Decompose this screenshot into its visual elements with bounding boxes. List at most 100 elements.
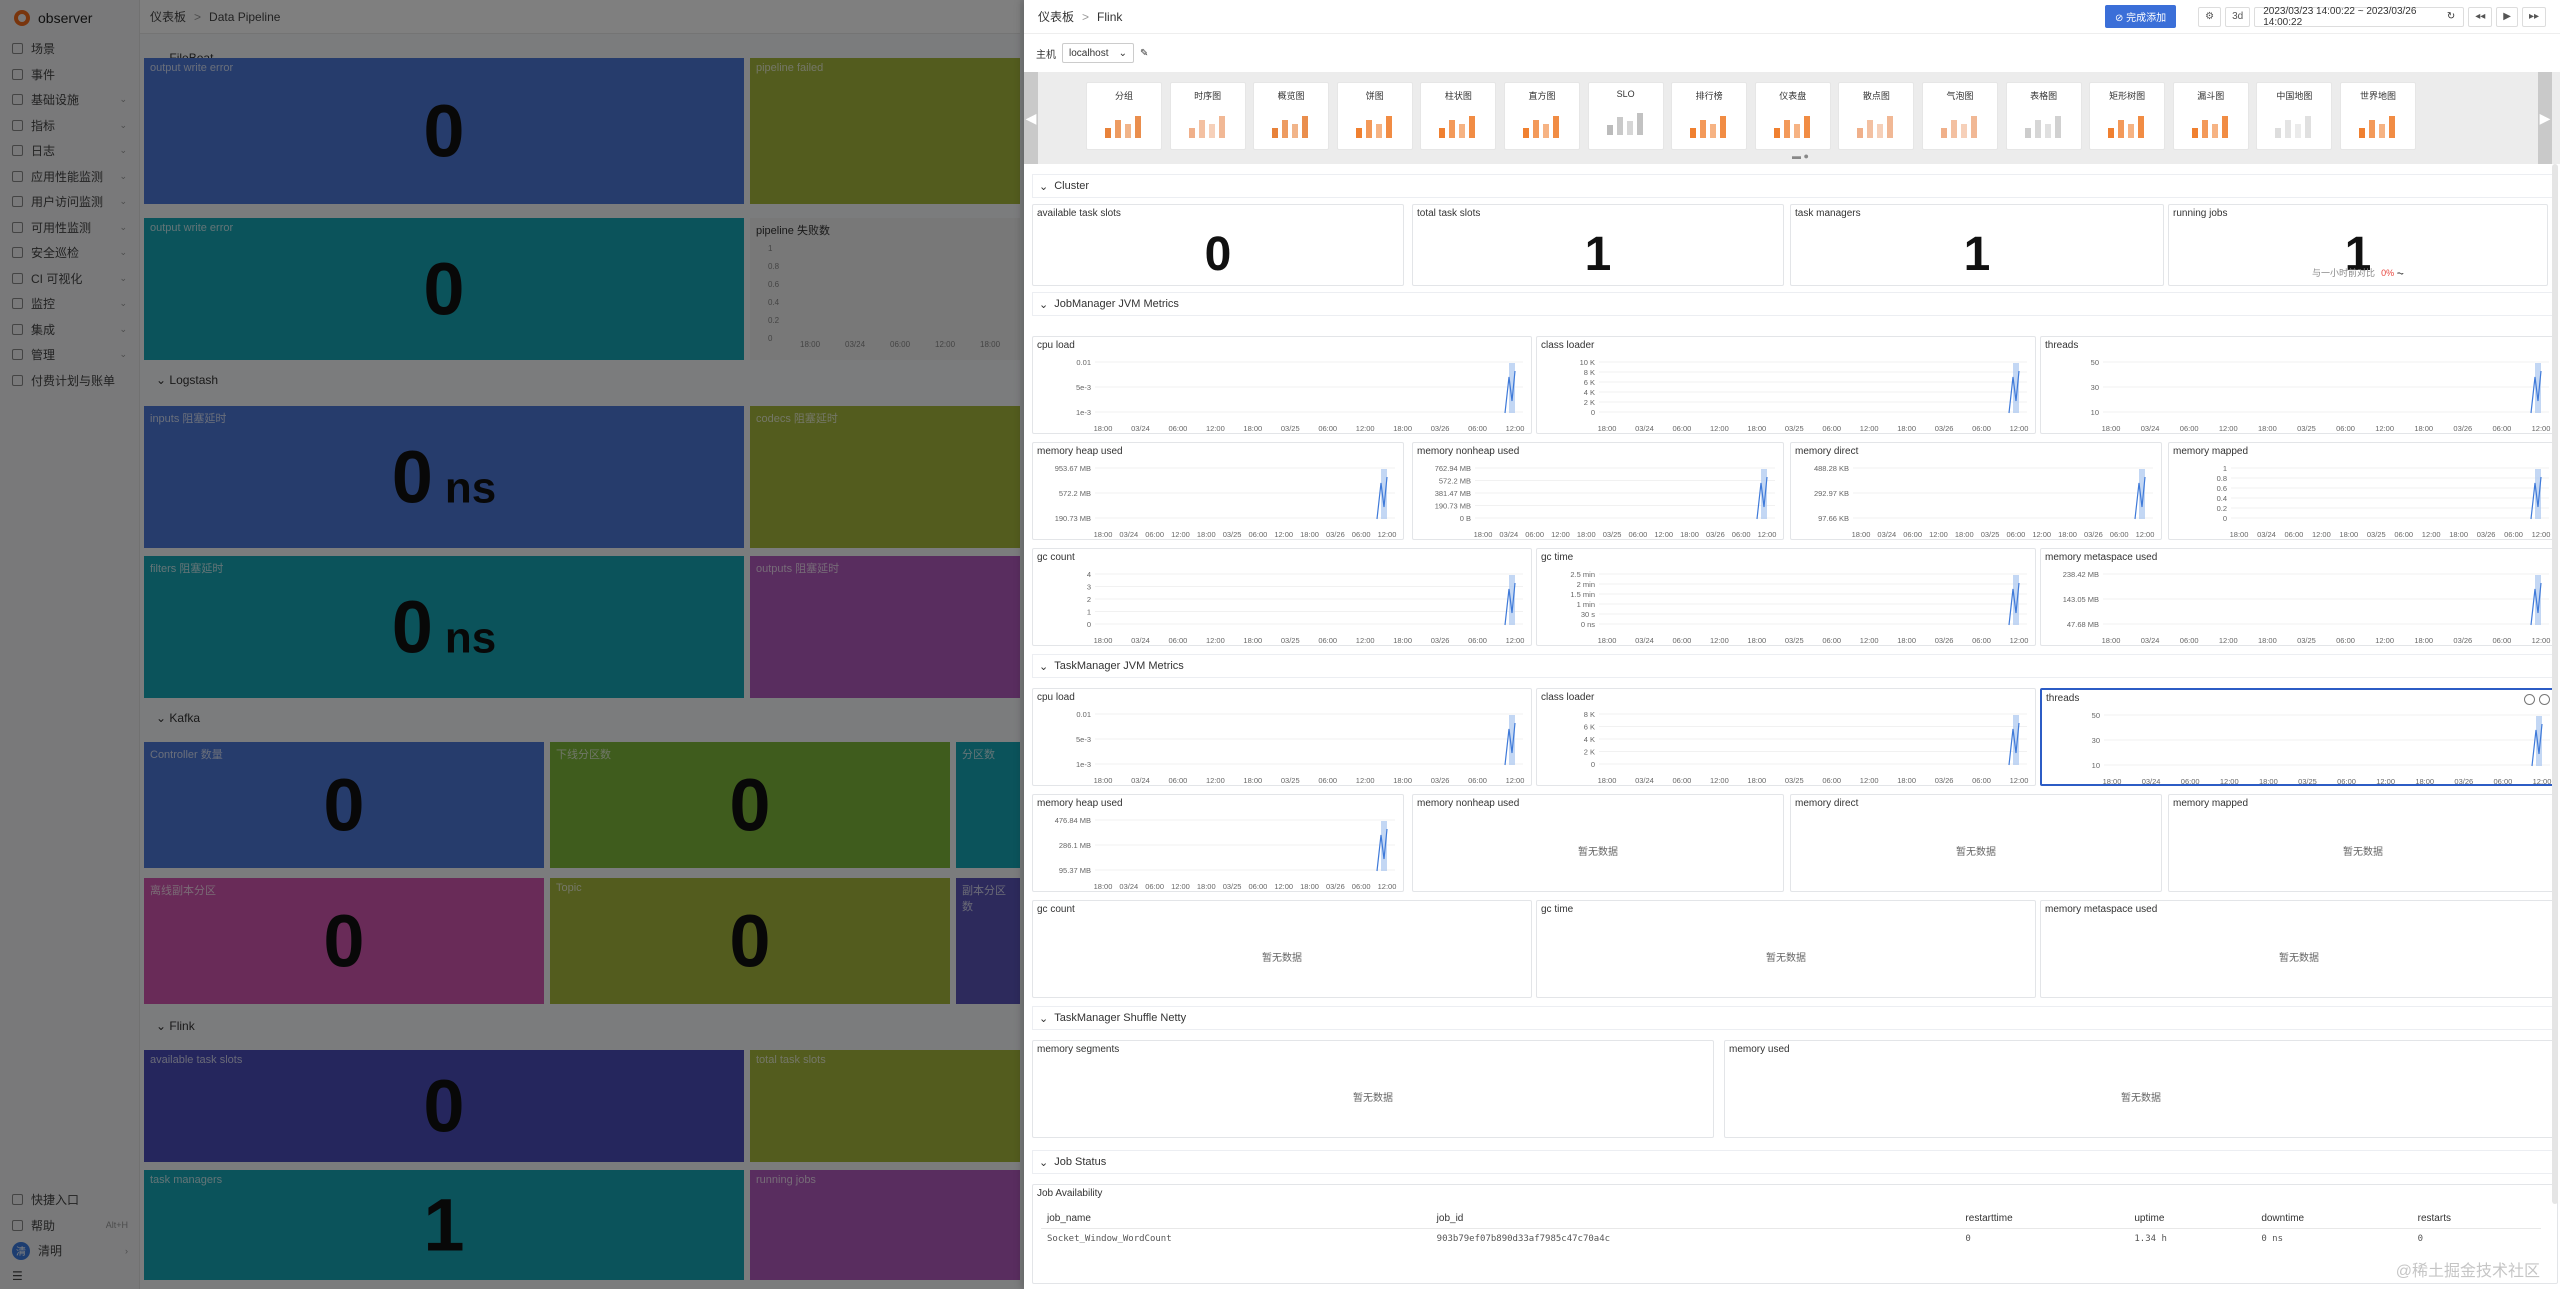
section-cluster[interactable]: ⌄ Cluster — [1032, 174, 2558, 198]
timeseries-chart: 18:00 03/24 06:00 12:00 18:00 03/25 06:00 12:00… — [1580, 358, 2029, 433]
panel-jm-gc_count[interactable]: gc count 18:00 03/24 06:00 12:00 18:00 03/25 06… — [1032, 548, 1532, 646]
chart-type-icon — [1433, 108, 1483, 140]
panel-tools — [2524, 694, 2550, 705]
chart-palette: ◀ ▶ 分组 时序图 概览图 饼图 柱状图 直方图 SLO 排行榜 仪表盘 散点图 气泡图 表格图 矩形… — [1024, 72, 2560, 164]
column-header[interactable]: uptime — [2128, 1209, 2256, 1229]
palette-item[interactable]: 饼图 — [1336, 82, 1413, 150]
panel-memory-segments[interactable]: memory segments 暂无数据 — [1032, 1040, 1714, 1138]
refresh-icon[interactable]: ↻ — [2446, 11, 2456, 22]
y-tick-label: 2.5 min — [1570, 570, 1595, 579]
x-tick-label: 06:00 — [1732, 530, 1751, 539]
x-tick-label: 18:00 — [1474, 530, 1493, 539]
palette-item[interactable]: 时序图 — [1169, 82, 1246, 150]
panel-title: memory nonheap used — [1417, 798, 1520, 809]
panel-jm-metaspace[interactable]: memory metaspace used 18:00 03/24 06:00 12:0… — [2040, 548, 2558, 646]
timeseries-chart: 18:00 03/24 06:00 12:00 18:00 03/25 06:00 12:00… — [1076, 710, 1524, 785]
panel-tm-gc_count[interactable]: gc count 暂无数据 — [1032, 900, 1532, 998]
palette-item[interactable]: 矩形树图 — [2089, 82, 2166, 150]
palette-next-button[interactable]: ▶ — [2538, 72, 2552, 164]
panel-jm-class_loader[interactable]: class loader 18:00 03/24 06:00 12:00 18:00 03/… — [1536, 336, 2036, 434]
play-button[interactable]: ▶ — [2496, 6, 2518, 27]
y-tick-label: 238.42 MB — [2063, 570, 2099, 579]
drawer-breadcrumb-root[interactable]: 仪表板 — [1038, 10, 1075, 24]
panel-tm-metaspace[interactable]: memory metaspace used 暂无数据 — [2040, 900, 2558, 998]
palette-item[interactable]: 排行榜 — [1671, 82, 1748, 150]
palette-pagination[interactable]: ▬ ● — [1792, 151, 1809, 161]
zoom-icon[interactable] — [2524, 694, 2535, 705]
table-row[interactable]: Socket_Window_WordCount 903b79ef07b890d33… — [1041, 1229, 2541, 1250]
panel-jm-threads[interactable]: threads 18:00 03/24 06:00 12:00 18:00 03/25 06:… — [2040, 336, 2558, 434]
time-range-picker[interactable]: 2023/03/23 14:00:22 ~ 2023/03/26 14:00:2… — [2254, 6, 2465, 28]
x-tick-label: 12:00 — [1506, 636, 1525, 645]
series-line — [2008, 582, 2020, 626]
time-forward-button[interactable]: ▸▸ — [2521, 6, 2546, 27]
series-area — [2535, 363, 2541, 413]
section-taskmanager[interactable]: ⌄ TaskManager JVM Metrics — [1032, 654, 2558, 678]
x-tick-label: 06:00 — [1822, 636, 1841, 645]
panel-tm-threads[interactable]: threads 18:00 03/24 06:00 12:00 18:00 03/25 06:… — [2040, 688, 2558, 786]
panel-jm-direct[interactable]: memory direct 18:00 03/24 06:00 12:00 18:00 03… — [1790, 442, 2162, 540]
settings-icon[interactable] — [2539, 694, 2550, 705]
palette-item[interactable]: 直方图 — [1504, 82, 1580, 150]
palette-item[interactable]: 概览图 — [1253, 82, 1330, 150]
vertical-scrollbar[interactable] — [2552, 164, 2558, 1204]
section-shuffle[interactable]: ⌄ TaskManager Shuffle Netty — [1032, 1006, 2558, 1030]
panel-jm-cpu_load[interactable]: cpu load 18:00 03/24 06:00 12:00 18:00 03/25 06… — [1032, 336, 1532, 434]
x-tick-label: 18:00 — [2449, 530, 2468, 539]
panel-tm-direct[interactable]: memory direct 暂无数据 — [1790, 794, 2162, 892]
host-select[interactable]: localhost ⌄ — [1062, 43, 1134, 63]
timeseries-chart: 18:00 03/24 06:00 12:00 18:00 03/25 06:00 12:00… — [1570, 570, 2028, 645]
x-tick-label: 12:00 — [1206, 636, 1225, 645]
stat-panel[interactable]: task managers 1 — [1790, 204, 2164, 286]
palette-item[interactable]: SLO — [1587, 82, 1664, 150]
column-header[interactable]: job_id — [1430, 1209, 1960, 1229]
palette-prev-button[interactable]: ◀ — [1024, 72, 1038, 164]
edit-icon[interactable]: ✎ — [1140, 47, 1149, 59]
palette-item[interactable]: 漏斗图 — [2172, 82, 2249, 150]
stat-panel[interactable]: available task slots 0 — [1032, 204, 1404, 286]
panel-job-availability[interactable]: Job Availability job_name job_id restarttim… — [1032, 1184, 2558, 1284]
section-job-status[interactable]: ⌄ Job Status — [1032, 1150, 2558, 1174]
panel-jm-heap[interactable]: memory heap used 18:00 03/24 06:00 12:00 18:0… — [1032, 442, 1404, 540]
y-tick-label: 97.66 KB — [1818, 514, 1849, 523]
panel-jm-mapped[interactable]: memory mapped 18:00 03/24 06:00 12:00 18:00 03… — [2168, 442, 2558, 540]
stat-panel[interactable]: total task slots 1 — [1412, 204, 1784, 286]
palette-item[interactable]: 柱状图 — [1420, 82, 1497, 150]
x-tick-label: 12:00 — [2376, 777, 2395, 786]
panel-tm-gc_time[interactable]: gc time 暂无数据 — [1536, 900, 2036, 998]
palette-item[interactable]: 中国地图 — [2256, 82, 2333, 150]
section-jobmanager[interactable]: ⌄ JobManager JVM Metrics — [1032, 292, 2558, 316]
palette-item[interactable]: 散点图 — [1838, 82, 1915, 150]
settings-button[interactable]: ⚙ — [2198, 6, 2222, 27]
quick-range-button[interactable]: 3d — [2225, 6, 2251, 27]
panel-tm-cpu_load[interactable]: cpu load 18:00 03/24 06:00 12:00 18:00 03/25 06… — [1032, 688, 1532, 786]
series-line — [2530, 370, 2542, 414]
series-line — [1376, 476, 1388, 520]
palette-item[interactable]: 仪表盘 — [1754, 82, 1831, 150]
time-back-button[interactable]: ◂◂ — [2468, 6, 2493, 27]
palette-item[interactable]: 气泡图 — [1922, 82, 1998, 150]
stat-panel[interactable]: running jobs 1 与一小时前对比 0% ⏦ — [2168, 204, 2548, 286]
y-tick-label: 0 B — [1460, 514, 1471, 523]
modal-overlay[interactable] — [0, 0, 1024, 1289]
palette-item[interactable]: 世界地图 — [2340, 82, 2416, 150]
panel-tm-mapped[interactable]: memory mapped 暂无数据 — [2168, 794, 2558, 892]
panel-jm-nonheap[interactable]: memory nonheap used 18:00 03/24 06:00 12:00 1… — [1412, 442, 1784, 540]
panel-tm-nonheap[interactable]: memory nonheap used 暂无数据 — [1412, 794, 1784, 892]
x-tick-label: 12:00 — [1551, 530, 1570, 539]
panel-tm-class_loader[interactable]: class loader 18:00 03/24 06:00 12:00 18:00 03/… — [1536, 688, 2036, 786]
column-header[interactable]: downtime — [2255, 1209, 2412, 1229]
panel-memory-used[interactable]: memory used 暂无数据 — [1724, 1040, 2558, 1138]
panel-jm-gc_time[interactable]: gc time 18:00 03/24 06:00 12:00 18:00 03/25 06:… — [1536, 548, 2036, 646]
palette-item[interactable]: 分组 — [1086, 82, 1162, 150]
panel-tm-heap[interactable]: memory heap used 18:00 03/24 06:00 12:00 18:0… — [1032, 794, 1404, 892]
x-tick-label: 03/26 — [1935, 776, 1954, 785]
column-header[interactable]: job_name — [1041, 1209, 1431, 1229]
chevron-down-icon: ⌄ — [1039, 1012, 1049, 1025]
x-tick-label: 12:00 — [2219, 424, 2238, 433]
column-header[interactable]: restarttime — [1959, 1209, 2129, 1229]
column-header[interactable]: restarts — [2411, 1209, 2541, 1229]
timeseries-chart: 18:00 03/24 06:00 12:00 18:00 03/25 06:00 12:00… — [1087, 570, 1525, 645]
done-add-button[interactable]: ⊘ 完成添加 — [2104, 5, 2177, 28]
palette-item[interactable]: 表格图 — [2005, 82, 2082, 150]
